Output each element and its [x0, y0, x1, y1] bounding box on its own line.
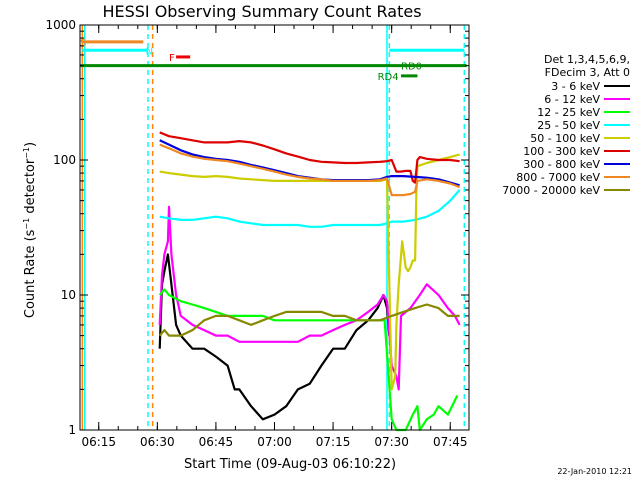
series-line-8 [158, 303, 460, 337]
legend-entry-0: 3 - 6 keV [551, 80, 600, 93]
legend-entry-8: 7000 - 20000 keV [502, 184, 600, 197]
footer-date: 22-Jan-2010 12:21 [557, 467, 632, 476]
legend-entry-3: 25 - 50 keV [537, 119, 600, 132]
legend: Det 1,3,4,5,6,9, FDecim 3, Att 0 3 - 6 k… [502, 53, 630, 197]
x-tick-label-0: 06:15 [81, 435, 116, 449]
flag-label-0: S [80, 38, 86, 49]
legend-entry-4: 50 - 100 keV [530, 132, 600, 145]
x-tick-label-1: 06:30 [140, 435, 175, 449]
flag-label-5: RD4 [378, 72, 399, 83]
y-tick-label-0: 1 [68, 423, 76, 437]
series-line-0 [158, 253, 391, 421]
legend-entry-5: 100 - 300 keV [523, 145, 600, 158]
legend-header-line-2: FDecim 3, Att 0 [545, 66, 630, 79]
data-series [158, 131, 461, 432]
y-tick-label-2: 100 [53, 153, 76, 167]
vertical-markers [81, 25, 466, 430]
y-tick-label-1: 10 [61, 288, 76, 302]
y-axis: 1 10 100 1000 [45, 18, 469, 437]
flag-label-3: F [169, 53, 175, 64]
legend-entry-7: 800 - 7000 keV [516, 171, 600, 184]
series-line-5 [159, 131, 460, 184]
y-axis-label: Count Rate (s−1 detector−1) [22, 142, 38, 318]
legend-entry-6: 300 - 800 keV [523, 158, 600, 171]
legend-entry-1: 6 - 12 keV [544, 93, 600, 106]
x-tick-label-3: 07:00 [257, 435, 292, 449]
flag-label-1: N [146, 46, 153, 57]
x-tick-label-4: 07:15 [316, 435, 351, 449]
series-line-7 [159, 143, 460, 197]
legend-entry-2: 12 - 25 keV [537, 106, 600, 119]
x-axis-label: Start Time (09-Aug-03 06:10:22) [184, 457, 396, 472]
x-axis: 06:15 06:30 06:45 07:00 07:15 07:30 07:45 [81, 25, 468, 449]
chart-title: HESSI Observing Summary Count Rates [102, 2, 421, 21]
legend-header-line-1: Det 1,3,4,5,6,9, [544, 53, 630, 66]
x-tick-label-5: 07:30 [374, 435, 409, 449]
x-tick-label-6: 07:45 [433, 435, 468, 449]
series-line-2 [158, 288, 459, 432]
x-tick-label-2: 06:45 [199, 435, 234, 449]
y-tick-label-3: 1000 [45, 18, 76, 32]
series-line-3 [159, 189, 461, 228]
flag-label-4: RD0 [401, 62, 422, 73]
